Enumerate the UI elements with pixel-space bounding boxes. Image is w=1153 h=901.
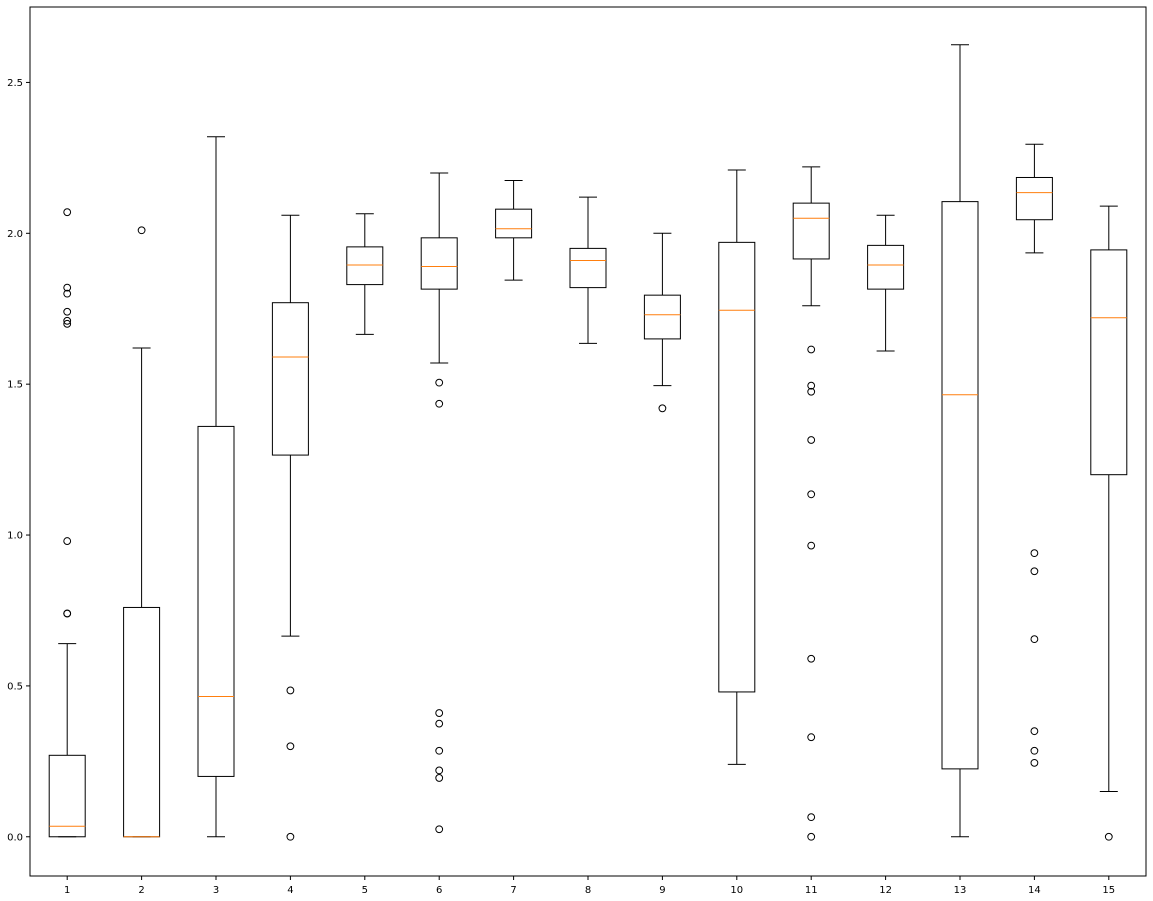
outlier-point [435,399,444,408]
x-tick-label: 6 [436,885,442,896]
iqr-box [1015,176,1053,221]
box-group-15 [1090,205,1128,841]
outlier-point [63,208,72,217]
outlier-point [807,541,816,550]
outlier-point [807,654,816,663]
outlier-point [286,742,295,751]
x-tick-label: 9 [659,885,665,896]
x-tick-label: 14 [1028,885,1041,896]
iqr-box [420,237,458,290]
box-group-13 [941,44,979,838]
outlier-point [807,381,816,390]
plot-area [48,44,1128,841]
outlier-point [807,345,816,354]
y-tick-label: 1.5 [7,380,23,391]
outlier-point [63,319,72,328]
outlier-point [63,289,72,298]
iqr-box [941,201,979,770]
outlier-point [807,436,816,444]
outlier-point [286,832,295,841]
outlier-point [435,746,444,755]
y-tick-label: 0.5 [7,681,23,692]
outlier-point [658,404,667,413]
x-tick-label: 1 [64,885,70,896]
iqr-box [643,294,681,340]
x-tick-label: 3 [213,885,219,896]
outlier-point [286,686,295,695]
box-group-8 [569,196,607,344]
y-tick-label: 0.0 [7,832,23,843]
outlier-point [63,609,72,618]
outlier-point [807,832,816,841]
y-tick-label: 2.5 [7,78,23,89]
box-group-1 [48,208,86,838]
box-group-11 [792,166,830,841]
outlier-point [1030,567,1039,576]
box-group-3 [197,136,235,838]
x-tick-label: 10 [730,885,743,896]
box-group-10 [718,169,756,765]
outlier-point [807,733,816,742]
axes: 0.00.51.01.52.02.51 2 3 4 5 6 7 8 9 10 11 12 13 14 15 [7,78,1115,896]
x-tick-label: 13 [954,885,967,896]
iqr-box [271,302,309,456]
x-tick-label: 4 [287,885,293,896]
outlier-point [63,307,72,316]
outlier-point [1030,727,1039,736]
x-tick-label: 11 [805,885,818,896]
outlier-point [435,719,444,728]
outlier-point [63,316,72,325]
box-group-14 [1015,143,1053,767]
iqr-box [346,246,384,286]
iqr-box [123,606,161,838]
axes-frame [29,6,1147,877]
outlier-point [807,813,816,822]
outlier-point [1030,549,1039,558]
x-tick-label: 12 [879,885,892,896]
outlier-point [63,537,72,545]
box-group-9 [643,232,681,413]
outlier-point [1030,635,1039,644]
outlier-point [137,226,146,235]
outlier-point [435,825,444,834]
outlier-point [435,774,444,782]
x-tick-label: 15 [1102,885,1115,896]
x-tick-label: 2 [138,885,144,896]
box-group-5 [346,213,384,335]
iqr-box [792,202,830,260]
box-group-7 [495,179,533,281]
box-group-2 [123,226,161,838]
outlier-point [807,387,816,396]
x-tick-label: 5 [362,885,368,896]
outlier-point [63,283,72,292]
outlier-point [1104,832,1113,841]
outlier-point [435,378,444,387]
iqr-box [569,247,607,289]
box-group-4 [271,214,309,841]
iqr-box [48,754,86,838]
x-tick-label: 8 [585,885,591,896]
iqr-box [495,208,533,239]
outlier-point [807,490,816,499]
outlier-point [1030,758,1039,767]
box-group-6 [420,172,458,834]
x-tick-label: 7 [510,885,516,896]
iqr-box [867,244,905,290]
iqr-box [718,241,756,693]
iqr-box [197,425,235,777]
outlier-point [435,709,444,717]
outlier-point [1030,746,1039,755]
y-tick-label: 1.0 [7,531,23,542]
outlier-point [435,766,444,775]
iqr-box [1090,249,1128,476]
y-tick-label: 2.0 [7,229,23,240]
box-group-12 [867,214,905,352]
